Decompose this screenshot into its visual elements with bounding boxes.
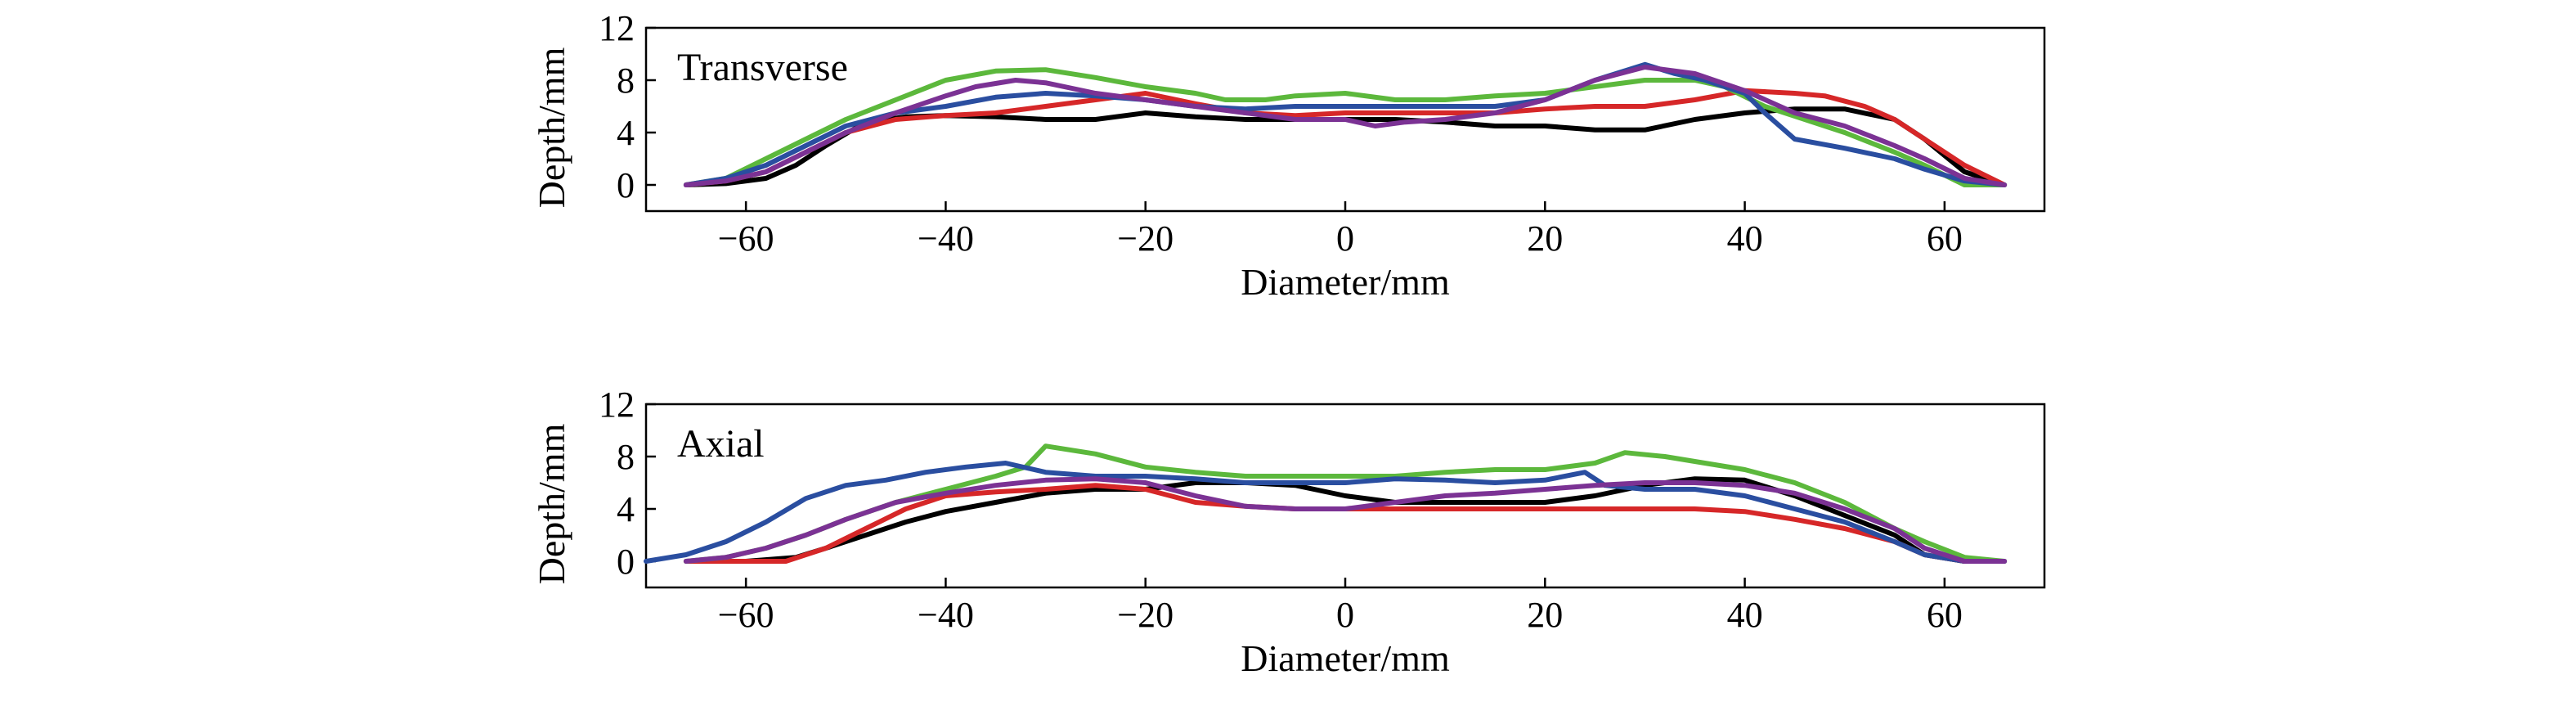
series-line-5 <box>683 476 2008 564</box>
y-tick-label: 12 <box>599 8 635 48</box>
x-tick-label: −60 <box>718 218 774 259</box>
x-tick-label: 0 <box>1336 595 1354 635</box>
x-tick-label: 0 <box>1336 218 1354 259</box>
chart-panel-2: −60 −40 −20 0 20 40 60 0 4 8 12 Diameter/mm Depth/mm… <box>531 385 2046 679</box>
x-tick-label: −20 <box>1117 595 1174 635</box>
series-line-3 <box>683 67 2008 187</box>
series-line-3 <box>683 443 2008 564</box>
x-tick-label: 20 <box>1527 218 1563 259</box>
y-tick-label: 8 <box>617 61 635 101</box>
chart-panel-1: −60 −40 −20 0 20 40 60 0 4 8 12 Diameter/mm Depth/mm… <box>531 8 2046 303</box>
x-tick-label: 60 <box>1927 595 1963 635</box>
series-line-1 <box>683 476 2008 564</box>
x-tick-label: −40 <box>918 218 974 259</box>
x-tick-label: −40 <box>918 595 974 635</box>
x-tick-label: 40 <box>1727 218 1763 259</box>
series-line-2 <box>683 88 2008 187</box>
series-line-5 <box>683 65 2008 187</box>
panel-label: Transverse <box>677 46 848 89</box>
x-tick-label: −20 <box>1117 218 1174 259</box>
y-tick-label: 4 <box>617 489 635 529</box>
y-tick-label: 8 <box>617 437 635 477</box>
y-axis-title: Depth/mm <box>531 423 572 584</box>
x-tick-label: −60 <box>718 595 774 635</box>
x-axis-title: Diameter/mm <box>1241 637 1450 679</box>
y-tick-label: 12 <box>599 385 635 425</box>
panel-label: Axial <box>677 422 765 466</box>
x-tick-label: 20 <box>1527 595 1563 635</box>
x-tick-label: 60 <box>1927 218 1963 259</box>
y-tick-label: 4 <box>617 113 635 153</box>
series-line-4 <box>644 461 2008 564</box>
y-axis-title: Depth/mm <box>531 47 572 208</box>
x-tick-label: 40 <box>1727 595 1763 635</box>
y-tick-label: 0 <box>617 542 635 582</box>
x-axis-title: Diameter/mm <box>1241 261 1450 303</box>
y-tick-label: 0 <box>617 165 635 205</box>
